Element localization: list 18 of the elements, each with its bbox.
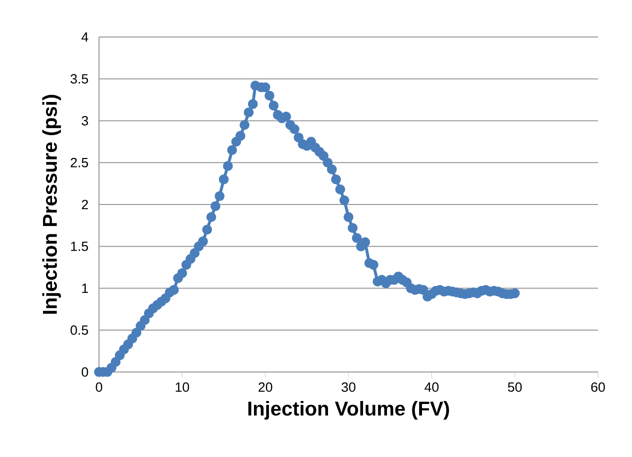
y-tick-label: 0.5 xyxy=(70,325,88,335)
x-tick-label: 0 xyxy=(96,382,102,392)
x-tick-label: 50 xyxy=(508,382,522,392)
x-tick-label: 20 xyxy=(258,382,272,392)
x-tick-label: 10 xyxy=(176,382,190,392)
y-tick-label: 3 xyxy=(82,116,88,126)
y-tick-label: 3.5 xyxy=(70,74,88,84)
y-axis-title: Injection Pressure (psi) xyxy=(42,94,61,314)
y-tick-label: 1 xyxy=(82,284,88,293)
x-tick-label: 40 xyxy=(424,382,439,392)
x-tick-label: 60 xyxy=(591,382,605,392)
y-tick-label: 0 xyxy=(82,367,88,377)
y-tick-label: 1.5 xyxy=(71,242,88,252)
y-tick-label: 4 xyxy=(82,32,88,42)
y-tick-label: 2.5 xyxy=(70,158,88,168)
x-tick-label: 30 xyxy=(342,382,356,392)
y-tick-label: 2 xyxy=(82,200,88,210)
x-axis-title: Injection Volume (FV) xyxy=(248,400,449,420)
